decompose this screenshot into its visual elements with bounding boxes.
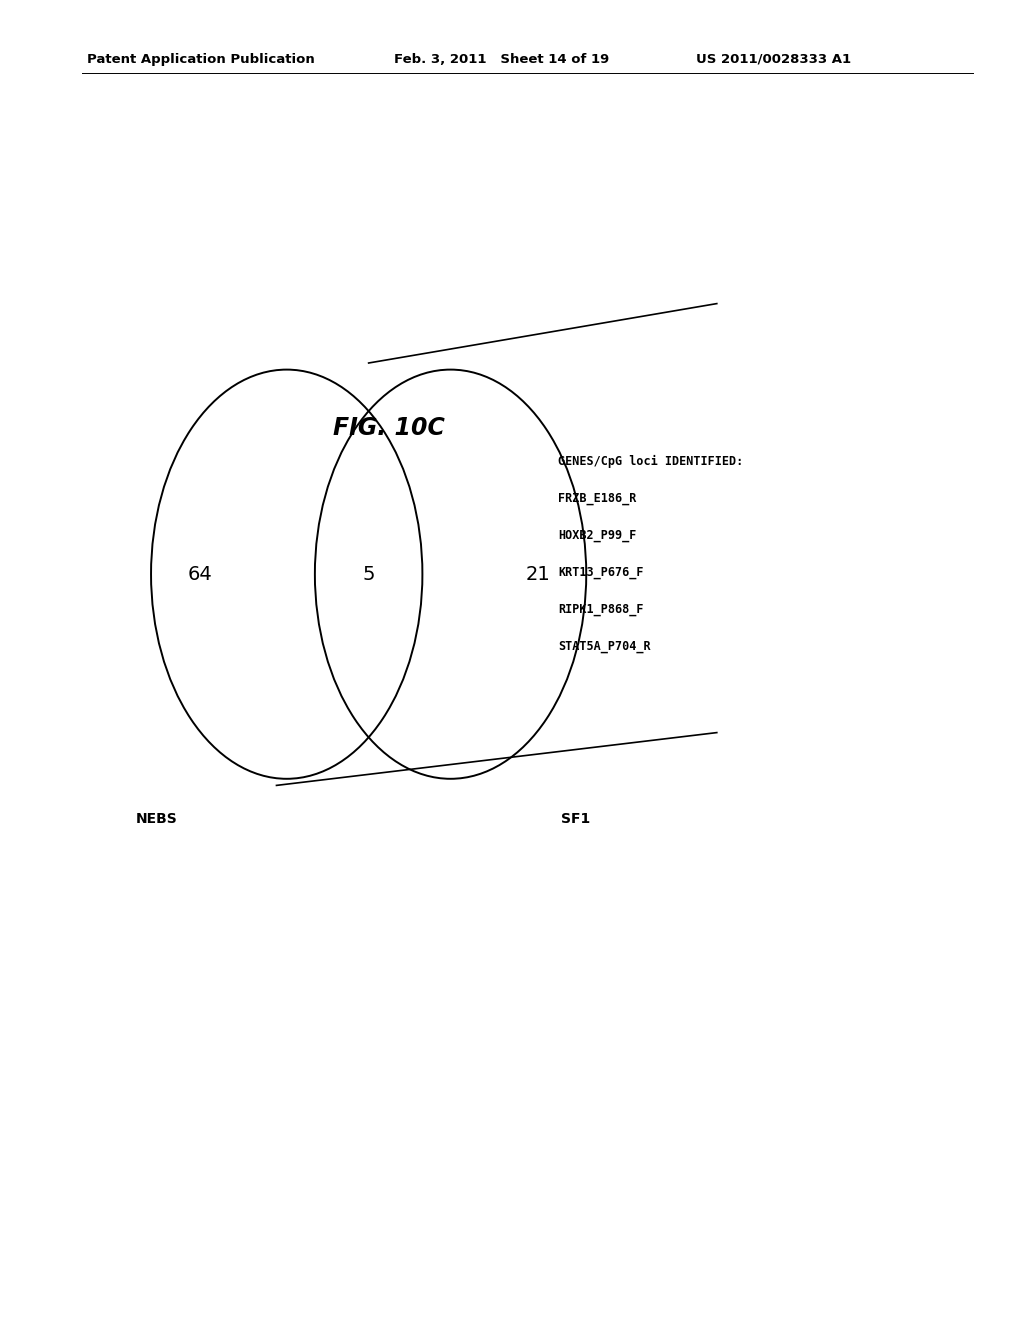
Text: US 2011/0028333 A1: US 2011/0028333 A1 <box>696 53 851 66</box>
Text: GENES/CpG loci IDENTIFIED:: GENES/CpG loci IDENTIFIED: <box>558 455 743 469</box>
Text: Feb. 3, 2011   Sheet 14 of 19: Feb. 3, 2011 Sheet 14 of 19 <box>394 53 609 66</box>
Text: STAT5A_P704_R: STAT5A_P704_R <box>558 640 650 653</box>
Text: 5: 5 <box>362 565 375 583</box>
Text: RIPK1_P868_F: RIPK1_P868_F <box>558 603 643 616</box>
Text: 21: 21 <box>525 565 550 583</box>
Text: HOXB2_P99_F: HOXB2_P99_F <box>558 529 637 543</box>
Text: SF1: SF1 <box>561 812 590 826</box>
Text: FRZB_E186_R: FRZB_E186_R <box>558 492 637 506</box>
Text: FIG. 10C: FIG. 10C <box>333 416 445 440</box>
Text: 64: 64 <box>187 565 212 583</box>
Text: KRT13_P676_F: KRT13_P676_F <box>558 566 643 579</box>
Text: NEBS: NEBS <box>135 812 177 826</box>
Text: Patent Application Publication: Patent Application Publication <box>87 53 314 66</box>
